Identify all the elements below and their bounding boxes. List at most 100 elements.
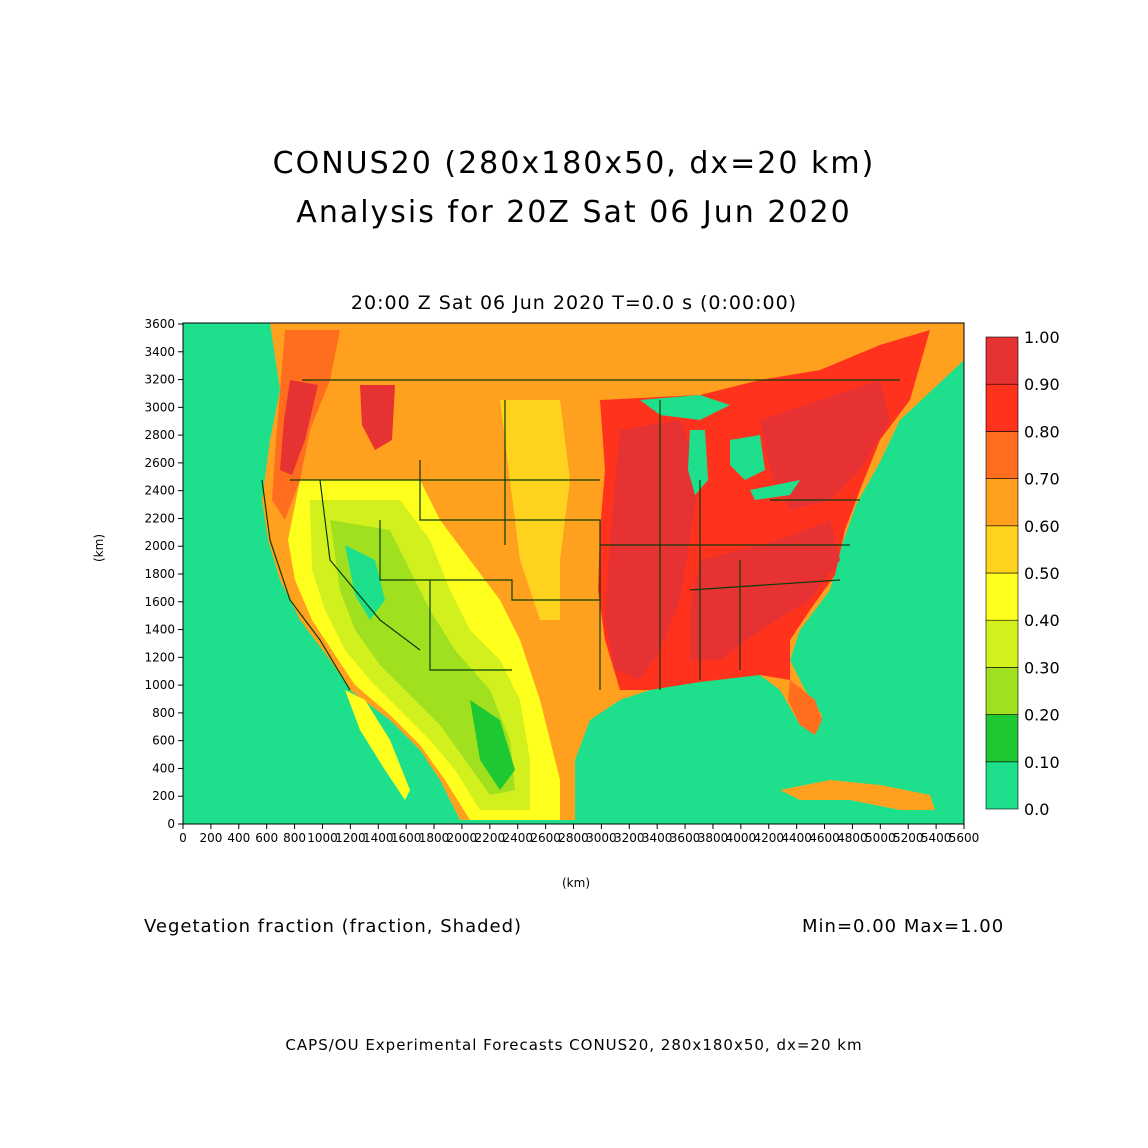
x-tick-label: 2200 bbox=[475, 831, 506, 845]
x-tick-label: 600 bbox=[255, 831, 278, 845]
y-tick-label: 2200 bbox=[144, 511, 175, 525]
border-line bbox=[319, 479, 421, 651]
border-line bbox=[520, 519, 601, 690]
colorbar-swatch bbox=[985, 336, 1019, 385]
northeast-max-veg bbox=[760, 380, 890, 510]
border-line bbox=[429, 580, 512, 671]
x-tick-label: 4200 bbox=[753, 831, 784, 845]
x-tick-label: 4800 bbox=[837, 831, 868, 845]
y-axis: 0 200 400 600 800 1000 1200 1400 1600 1800 2000 220… bbox=[144, 317, 183, 831]
x-tick-label: 2600 bbox=[530, 831, 561, 845]
y-tick-label: 3400 bbox=[144, 345, 175, 359]
appalachian-max-veg bbox=[690, 520, 840, 660]
x-tick-label: 4400 bbox=[781, 831, 812, 845]
colorbar-swatch bbox=[985, 714, 1019, 763]
x-tick-label: 0 bbox=[179, 831, 187, 845]
footer-credit: CAPS/OU Experimental Forecasts CONUS20, … bbox=[285, 1036, 863, 1054]
x-tick-label: 4000 bbox=[726, 831, 757, 845]
colorbar-swatch bbox=[985, 525, 1019, 574]
nw-coast-max-veg bbox=[280, 380, 318, 475]
y-tick-label: 400 bbox=[152, 761, 175, 775]
y-tick-label: 2400 bbox=[144, 484, 175, 498]
colorbar-label: 0.50 bbox=[1024, 564, 1060, 583]
x-tick-label: 5400 bbox=[921, 831, 952, 845]
x-tick-label: 800 bbox=[283, 831, 306, 845]
colorbar-swatch bbox=[985, 619, 1019, 668]
chihuahua-desert bbox=[470, 700, 515, 790]
baja-california bbox=[345, 690, 410, 800]
colorbar-swatch bbox=[985, 431, 1019, 479]
x-axis-unit: (km) bbox=[562, 876, 591, 890]
y-tick-label: 600 bbox=[152, 734, 175, 748]
coastline bbox=[261, 479, 351, 691]
colorbar-label: 1.00 bbox=[1024, 328, 1060, 347]
x-tick-label: 3600 bbox=[670, 831, 701, 845]
y-tick-label: 3600 bbox=[144, 317, 175, 331]
lake-erie bbox=[750, 480, 800, 500]
x-tick-label: 1800 bbox=[419, 831, 450, 845]
x-tick-label: 3200 bbox=[614, 831, 645, 845]
x-tick-label: 2000 bbox=[447, 831, 478, 845]
y-tick-label: 1000 bbox=[144, 678, 175, 692]
border-line bbox=[419, 460, 520, 521]
colorbar-label: 0.30 bbox=[1024, 658, 1060, 677]
y-tick-label: 3200 bbox=[144, 373, 175, 387]
x-tick-label: 3800 bbox=[698, 831, 729, 845]
y-tick-label: 2000 bbox=[144, 539, 175, 553]
border-line bbox=[379, 520, 600, 601]
great-basin-barren bbox=[345, 545, 385, 620]
florida-veg bbox=[788, 680, 822, 735]
colorbar-label: 0.40 bbox=[1024, 611, 1060, 630]
lake-huron bbox=[730, 435, 765, 480]
colorbar: 0.0 0.10 0.20 0.30 0.40 0.50 0.60 0.70 0.80 0.90 1… bbox=[985, 328, 1060, 819]
variable-label: Vegetation fraction (fraction, Shaded) bbox=[144, 916, 523, 937]
y-tick-label: 1600 bbox=[144, 595, 175, 609]
x-tick-label: 1600 bbox=[391, 831, 422, 845]
colorbar-label: 0.20 bbox=[1024, 706, 1060, 725]
y-tick-label: 1200 bbox=[144, 650, 175, 664]
midwest-max-veg bbox=[605, 420, 700, 680]
colorbar-swatch bbox=[985, 572, 1019, 621]
y-tick-label: 200 bbox=[152, 789, 175, 803]
y-tick-label: 1400 bbox=[144, 623, 175, 637]
colorbar-label: 0.80 bbox=[1024, 422, 1060, 441]
x-tick-label: 200 bbox=[199, 831, 222, 845]
lake-superior bbox=[640, 395, 730, 420]
colorbar-label: 0.70 bbox=[1024, 470, 1060, 489]
colorbar-label: 0.60 bbox=[1024, 517, 1060, 536]
colorbar-swatch bbox=[985, 478, 1019, 527]
colorbar-swatch bbox=[985, 761, 1019, 810]
y-tick-label: 0 bbox=[167, 817, 175, 831]
y-tick-label: 2600 bbox=[144, 456, 175, 470]
lake-michigan bbox=[688, 430, 708, 495]
land-vegetation bbox=[262, 323, 964, 820]
min-max-label: Min=0.00 Max=1.00 bbox=[802, 916, 1005, 937]
analysis-subtitle: Analysis for 20Z Sat 06 Jun 2020 bbox=[296, 195, 852, 230]
x-tick-label: 5200 bbox=[893, 831, 924, 845]
y-axis-unit: (km) bbox=[92, 533, 106, 562]
y-tick-label: 2800 bbox=[144, 428, 175, 442]
colorbar-swatch bbox=[985, 667, 1019, 715]
y-tick-label: 3000 bbox=[144, 400, 175, 414]
x-tick-label: 1400 bbox=[363, 831, 394, 845]
x-tick-label: 1000 bbox=[307, 831, 338, 845]
state-borders bbox=[261, 379, 900, 691]
border-line bbox=[689, 579, 841, 591]
northern-rockies-veg bbox=[360, 385, 395, 450]
x-tick-label: 1200 bbox=[335, 831, 366, 845]
x-tick-label: 3400 bbox=[642, 831, 673, 845]
great-plains-veg bbox=[500, 400, 570, 620]
x-tick-label: 400 bbox=[227, 831, 250, 845]
colorbar-swatch bbox=[985, 383, 1019, 432]
colorbar-label: 0.10 bbox=[1024, 753, 1060, 772]
x-tick-label: 4600 bbox=[809, 831, 840, 845]
y-tick-label: 800 bbox=[152, 706, 175, 720]
colorbar-label: 0.90 bbox=[1024, 375, 1060, 394]
page-title: CONUS20 (280x180x50, dx=20 km) bbox=[272, 146, 876, 181]
cuba-veg bbox=[780, 780, 935, 810]
x-tick-label: 2800 bbox=[558, 831, 589, 845]
y-tick-label: 1800 bbox=[144, 567, 175, 581]
colorbar-label: 0.0 bbox=[1024, 800, 1049, 819]
x-tick-label: 2400 bbox=[502, 831, 533, 845]
